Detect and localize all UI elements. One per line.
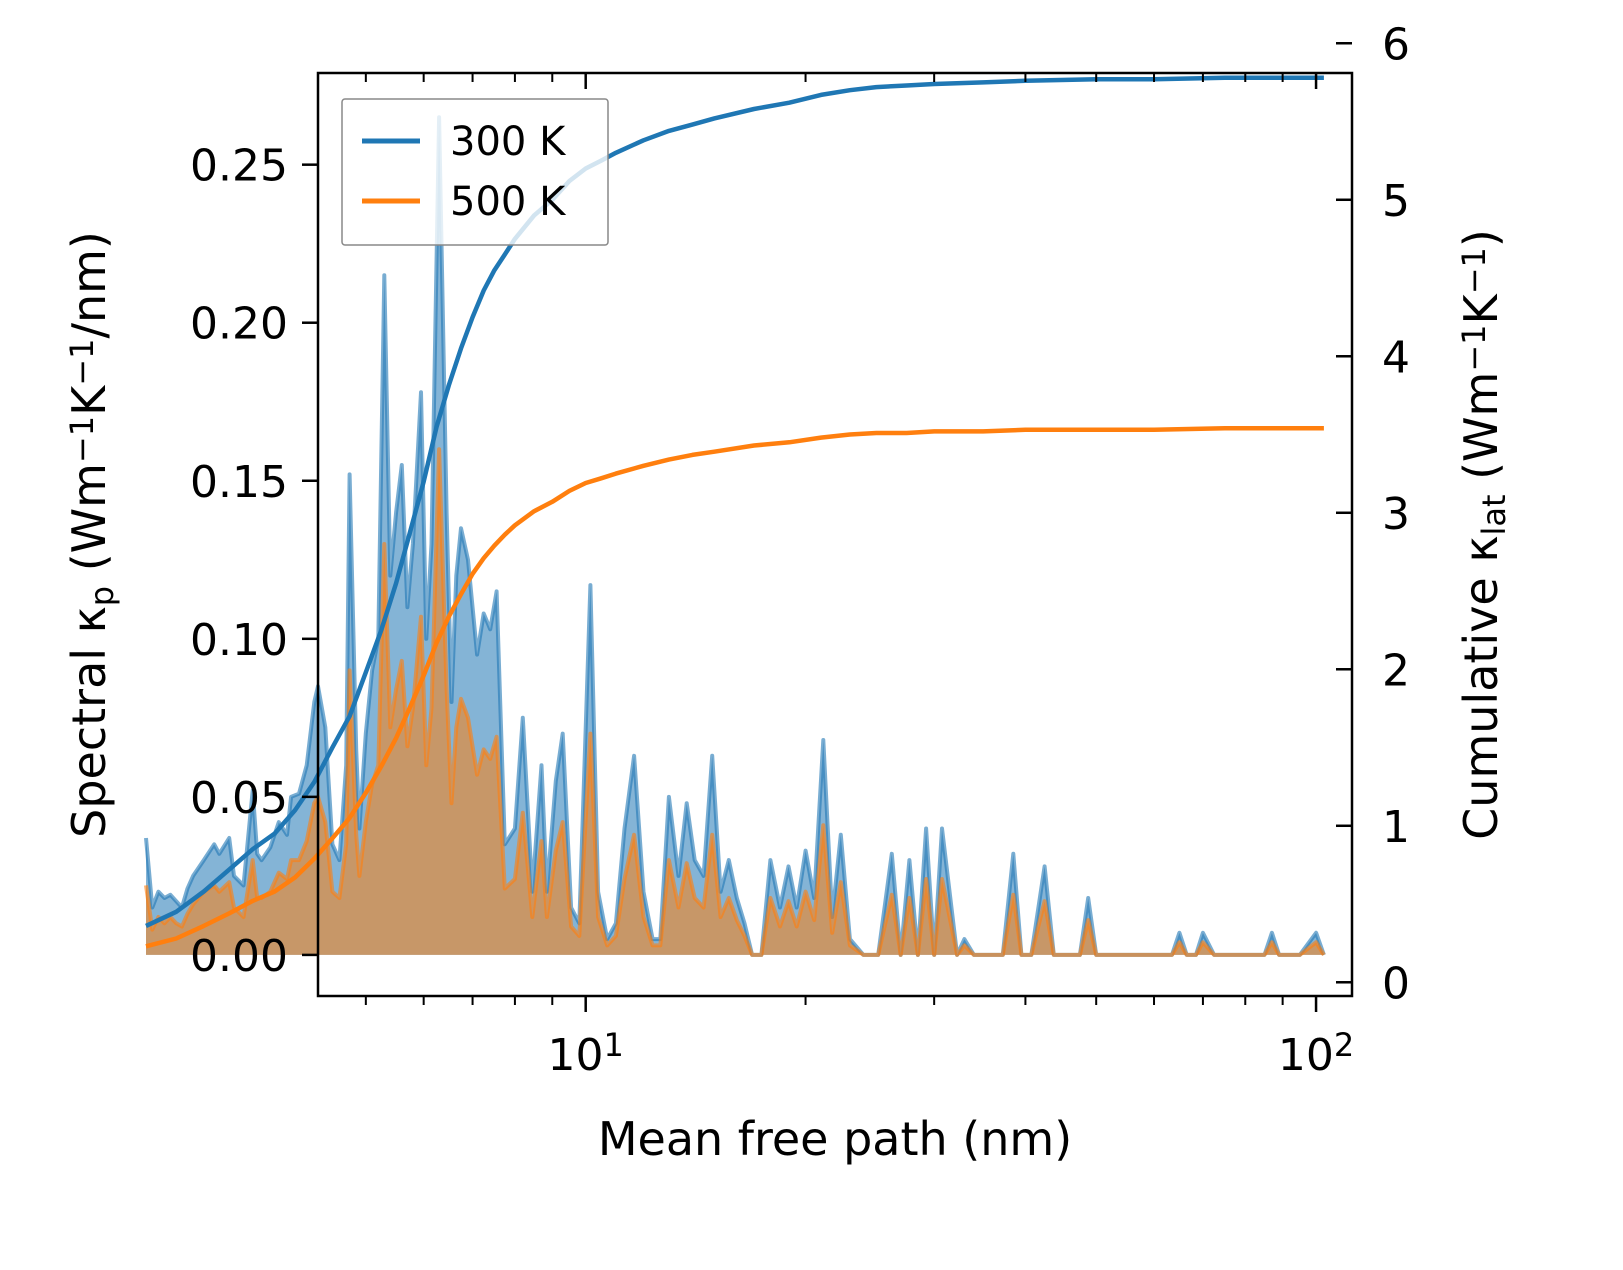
legend-label-500k: 500 K [450, 179, 567, 225]
legend: 300 K 500 K [341, 98, 609, 246]
x-tick-label: 102 [1278, 1026, 1354, 1081]
y-left-tick-label: 0.00 [190, 931, 288, 982]
x-tick-label: 101 [548, 1026, 624, 1081]
y-axis-left-title: Spectral κp (Wm−1K−1/nm) [62, 231, 121, 838]
y-right-tick-label: 4 [1382, 332, 1410, 383]
cumulative-line-500k [145, 426, 1324, 949]
x-axis-title: Mean free path (nm) [598, 1112, 1072, 1166]
y-right-tick-label: 2 [1382, 645, 1410, 696]
legend-label-300k: 300 K [450, 119, 567, 165]
y-right-tick-label: 5 [1382, 176, 1410, 227]
tick-labels: 0.00 0.05 0.10 0.15 0.20 0.25 0 1 2 3 4 5 6 101 102 [190, 19, 1410, 1081]
spectral-line-500k [144, 447, 1326, 957]
plot-frame [316, 71, 1354, 998]
y-left-tick-label: 0.20 [190, 299, 288, 350]
y-left-tick-label: 0.05 [190, 773, 288, 824]
axis-ticks [302, 42, 1352, 1012]
y-right-tick-label: 6 [1382, 19, 1410, 70]
spectral-area-500k [146, 449, 1324, 955]
legend-box [341, 98, 609, 246]
y-left-tick-label: 0.25 [190, 141, 288, 192]
y-right-tick-label: 3 [1382, 489, 1410, 540]
y-right-tick-label: 1 [1382, 802, 1410, 853]
y-left-tick-label: 0.15 [190, 457, 288, 508]
y-right-tick-label: 0 [1382, 958, 1410, 1009]
y-left-tick-label: 0.10 [190, 615, 288, 666]
y-axis-right-title: Cumulative κlat (Wm−1K−1) [1454, 229, 1513, 840]
spectral-fill-areas [144, 115, 1326, 957]
